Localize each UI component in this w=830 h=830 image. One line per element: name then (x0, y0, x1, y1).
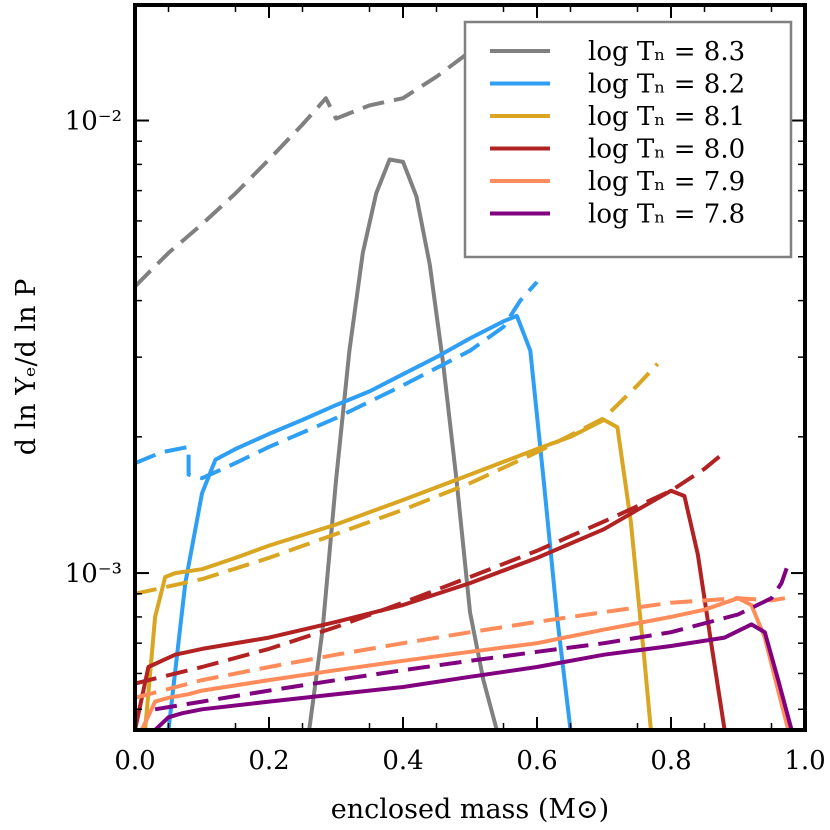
legend-label-log-t-c-7-8: log Tₙ = 7.8 (588, 200, 745, 230)
series-line-log-t-c-8-0-dashed (135, 450, 726, 686)
legend-box (463, 20, 793, 259)
legend-label-log-t-c-8-3: log Tₙ = 8.3 (588, 37, 745, 67)
series-line-log-t-c-8-0-solid (135, 488, 727, 730)
x-tick-label: 0.8 (650, 746, 691, 776)
y-tick-label: 10⁻³ (65, 559, 122, 589)
plot-frame (133, 3, 807, 732)
x-tick-label: 0.4 (382, 746, 423, 776)
legend-label-log-t-c-8-0: log Tₙ = 8.0 (588, 135, 745, 165)
series-line-log-t-c-8-2-dashed (135, 280, 539, 481)
x-tick-label: 0.2 (248, 746, 289, 776)
series-line-log-t-c-8-1-solid (143, 417, 653, 730)
series-line-log-t-c-8-2-solid (166, 313, 573, 730)
y-axis-label: d ln Yₑ/d ln P (11, 279, 42, 456)
series-line-log-t-c-8-1-dashed (135, 362, 660, 596)
x-tick-label: 0.6 (516, 746, 557, 776)
series-line-log-t-c-7-8-dashed (154, 562, 791, 712)
legend-label-log-t-c-8-2: log Tₙ = 8.2 (588, 70, 745, 100)
legend-label-log-t-c-8-1: log Tₙ = 8.1 (588, 102, 745, 132)
series-line-log-t-c-7-8-solid (153, 622, 794, 730)
series-line-log-t-c-8-3-dashed (135, 49, 472, 288)
ticks-layer: 0.0 0.2 0.4 0.6 0.8 1.0 10⁻³ 10⁻² (65, 5, 826, 776)
y-tick-label: 10⁻² (65, 107, 122, 137)
x-axis-label: enclosed mass (M⊙) (331, 794, 609, 825)
series-layer (135, 49, 794, 730)
legend-label-log-t-c-7-9: log Tₙ = 7.9 (588, 167, 745, 197)
x-tick-label: 0.0 (114, 746, 155, 776)
x-tick-label: 1.0 (784, 746, 825, 776)
series-line-log-t-c-7-9-solid (139, 596, 791, 730)
series-line-log-t-c-8-3-solid (307, 157, 499, 730)
series-line-log-t-c-7-9-dashed (135, 596, 786, 700)
